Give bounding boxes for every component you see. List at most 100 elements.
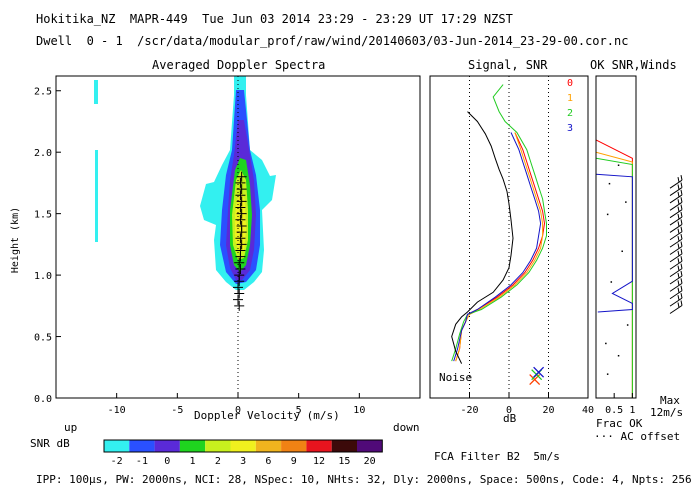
wind-barb: [669, 300, 683, 314]
colorbar-swatch: [129, 440, 155, 452]
ok-tick-label: 1: [629, 405, 635, 416]
colorbar-tick-label: 2: [215, 456, 221, 467]
signal-series-noise: [451, 111, 514, 364]
height-tick-label: 2.0: [34, 148, 52, 159]
signal-tick-label: 0: [506, 405, 512, 416]
wind-barb: [669, 234, 683, 248]
up-label: up: [64, 421, 78, 434]
colorbar-tick-label: -2: [111, 456, 123, 467]
colorbar-swatch: [179, 440, 206, 452]
colorbar-label: SNR dB: [30, 437, 70, 450]
noise-streak: [95, 150, 98, 242]
wind-barb: [669, 278, 683, 292]
ok-lines: [596, 139, 633, 398]
ac-offset-dot: [621, 250, 623, 253]
ok-panel-title: OK SNR,Winds: [590, 58, 677, 72]
colorbar-swatch: [331, 440, 357, 452]
ac-offset-dot: [617, 164, 620, 166]
signal-axis-ticks: -20 0 20 40: [460, 393, 594, 416]
signal-series-1: [455, 132, 544, 362]
wind-barb: [669, 197, 683, 211]
peak-marker: [235, 177, 246, 188]
ok-series-0: [596, 139, 633, 398]
peak-marker: [236, 184, 247, 195]
doppler-tick-label: 0: [235, 405, 241, 416]
height-tick-label: 0.0: [34, 394, 52, 405]
peak-marker: [236, 196, 247, 207]
spectra-panel-title: Averaged Doppler Spectra: [152, 58, 326, 72]
ac-offset-dot: [610, 281, 613, 283]
wind-barb: [669, 219, 683, 233]
peak-marker: [234, 300, 245, 311]
wind-barb: [669, 248, 683, 263]
height-tick-label: 2.5: [34, 87, 52, 98]
wind-barb: [669, 293, 683, 307]
peak-velocity-markers: [233, 171, 247, 311]
ok-axis-ticks: 0.5 1: [605, 393, 635, 416]
signal-lines: [451, 84, 547, 364]
wind-barb: [669, 204, 683, 219]
doppler-tick-label: -5: [171, 405, 183, 416]
ac-offset-dot: [617, 354, 620, 357]
signal-guides: [469, 76, 549, 398]
wind-barb: [669, 211, 683, 226]
colorbar-swatch: [255, 440, 282, 452]
filter-label: FCA Filter B2 5m/s: [434, 450, 560, 463]
wind-barb: [669, 285, 683, 300]
wind-barb: [669, 226, 683, 241]
colorbar-tick-label: 0: [164, 456, 170, 467]
acquisition-params: IPP: 100μs, PW: 2000ns, NCI: 28, NSpec: …: [36, 473, 692, 486]
signal-markers: [529, 366, 545, 386]
signal-panel-title: Signal, SNR: [468, 58, 548, 72]
colorbar-tick-label: -1: [136, 456, 148, 467]
peak-marker: [236, 220, 247, 231]
ok-tick-label: 0.5: [605, 405, 623, 416]
noise-streak: [94, 80, 98, 104]
peak-marker: [234, 288, 245, 299]
peak-marker: [235, 202, 246, 213]
signal-axis-label: dB: [503, 412, 517, 425]
wind-barb: [669, 263, 683, 278]
signal-tick-label: 20: [542, 405, 554, 416]
colorbar-tick-label: 3: [240, 456, 246, 467]
peak-marker: [235, 190, 246, 201]
colorbar-swatch: [154, 440, 180, 452]
height-tick-label: 0.5: [34, 333, 52, 344]
colorbar-tick-label: 12: [313, 456, 325, 467]
peak-marker: [235, 233, 246, 244]
wind-barb: [669, 175, 683, 189]
ok-series-1: [596, 151, 633, 398]
colorbar-swatch: [281, 440, 307, 452]
signal-series-0: [455, 132, 546, 362]
ac-offset-label: ··· AC offset: [594, 430, 681, 443]
ok-series-2: [596, 157, 633, 398]
colorbar-swatch: [104, 440, 130, 452]
legend-item-0: 0: [567, 78, 573, 89]
doppler-tick-label: -10: [108, 405, 126, 416]
header-title-line2: Dwell 0 - 1 /scr/data/modular_prof/raw/w…: [36, 34, 629, 48]
peak-marker: [235, 214, 246, 225]
header-title-line1: Hokitika_NZ MAPR-449 Tue Jun 03 2014 23:…: [36, 12, 513, 26]
colorbar-frame: [103, 439, 383, 453]
snr-colorbar: -2 -1 0 1 2 3 6 9 12 15 20: [103, 439, 383, 467]
legend-item-2: 2: [567, 108, 573, 119]
ac-offset-dot: [606, 373, 609, 375]
signal-tick-label: -20: [460, 405, 478, 416]
ac-offset-dot: [605, 342, 607, 345]
ok-frame: [595, 75, 637, 399]
colorbar-tick-label: 15: [338, 456, 350, 467]
peak-marker: [235, 263, 246, 274]
down-label: down: [393, 421, 420, 434]
colorbar-tick-label: 20: [364, 456, 376, 467]
spectra-axis-ticks: 0.0 0.5 1.0 1.5 2.0 2.5 -10 -5 0 5 10: [34, 87, 365, 416]
height-tick-label: 1.0: [34, 271, 52, 282]
snr-marker: [533, 366, 545, 378]
wind-barb: [669, 270, 683, 285]
max-label: Max: [660, 394, 680, 407]
doppler-tick-label: 10: [353, 405, 365, 416]
wind-barbs: [669, 175, 683, 314]
noise-label: Noise: [439, 371, 473, 384]
ac-offset-dot: [608, 182, 611, 185]
spectra-heatmap: [94, 76, 276, 311]
